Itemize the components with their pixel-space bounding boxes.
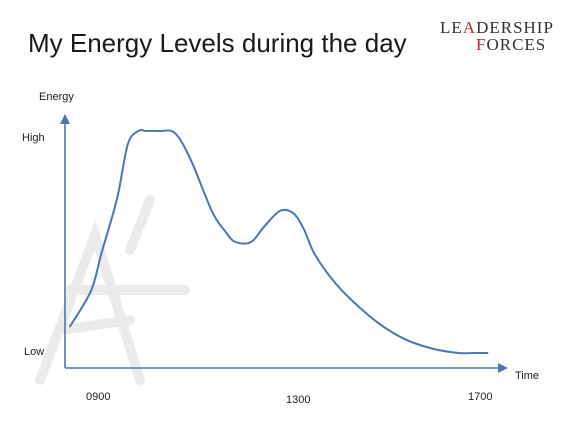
energy-series-line-0 [69, 129, 489, 355]
company-logo: LEADERSHIP FORCES [440, 18, 554, 54]
x-axis-title: Time [515, 370, 540, 382]
x-tick-label-1300: 1300 [286, 394, 311, 406]
y-tick-label-high: High [22, 132, 45, 144]
x-tick-label-1700: 1700 [468, 391, 493, 403]
y-tick-label-low: Low [24, 346, 45, 358]
x-tick-label-0900: 0900 [86, 391, 111, 403]
y-axis-title: Energy [39, 91, 74, 103]
watermark-graphic [35, 195, 190, 385]
x-axis-arrow [498, 363, 508, 373]
y-axis-arrow [60, 114, 70, 124]
page-title: My Energy Levels during the day [28, 28, 407, 58]
